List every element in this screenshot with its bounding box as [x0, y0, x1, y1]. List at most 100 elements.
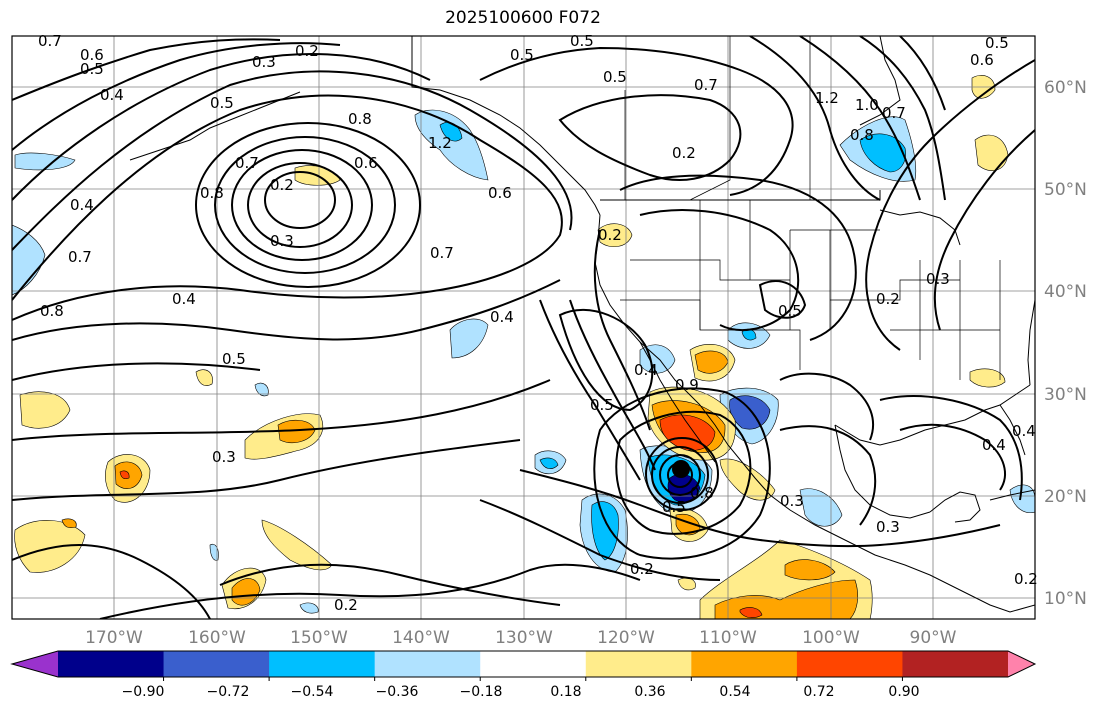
- shade-blue: [591, 501, 619, 561]
- contour-line: [195, 122, 421, 288]
- contour-line: [799, 36, 921, 201]
- contour-line: [593, 387, 771, 560]
- contour-label: 0.7: [235, 154, 259, 172]
- contour-label: 1.0: [855, 96, 879, 114]
- great-lakes: [879, 209, 961, 246]
- colorbar-segment: [796, 651, 903, 677]
- colorbar-segment: [58, 651, 165, 677]
- contour-label: 0.4: [490, 308, 514, 326]
- contour-line: [479, 46, 794, 196]
- colorbar-segment: [480, 651, 587, 677]
- cuba: [989, 489, 1035, 501]
- longitude-label: 120°W: [597, 628, 655, 648]
- contour-line: [558, 94, 742, 181]
- contour-line: [558, 308, 654, 412]
- contour-line: [12, 52, 431, 201]
- latitude-label: 10°N: [1044, 589, 1087, 609]
- contour-label: 0.5: [80, 60, 104, 78]
- contour-label: 0.3: [780, 492, 804, 510]
- contour-line: [12, 42, 341, 151]
- contour-label: 0.6: [488, 184, 512, 202]
- contour-label: 0.4: [70, 196, 94, 214]
- contour-label: 0.5: [603, 68, 627, 86]
- contour-line: [615, 410, 752, 535]
- shade-yellow: [19, 391, 71, 429]
- shade-yellow: [195, 369, 213, 386]
- latitude-label: 50°N: [1044, 180, 1087, 200]
- contour-label: 0.2: [672, 144, 696, 162]
- graticule: [12, 36, 1035, 619]
- contour-line: [645, 437, 719, 511]
- mexico-west-coast: [699, 404, 1035, 613]
- latitude-label: 30°N: [1044, 385, 1087, 405]
- colorbar-labels: −0.90 −0.72 −0.54 −0.36 −0.18 0.18 0.36 …: [122, 684, 920, 700]
- contour-line: [12, 362, 261, 381]
- colorbar-tick-label: −0.90: [122, 684, 165, 700]
- colorbar-segments: [12, 651, 1035, 677]
- shade-blue: [859, 133, 906, 173]
- latitude-label: 40°N: [1044, 282, 1087, 302]
- contour-label: 0.8: [200, 184, 224, 202]
- longitude-label: 90°W: [910, 628, 957, 648]
- colorbar-tick-label: 0.54: [719, 684, 750, 700]
- contour-label-layer: 0.7 0.6 0.5 0.3 0.2 0.4 0.5 0.5 0.5 0.6 …: [38, 32, 1038, 614]
- colorbar-tick-label: 0.36: [634, 684, 665, 700]
- shade-lightblue: [209, 543, 219, 561]
- hudson-bay: [859, 36, 901, 126]
- colorbar-tick-label: 0.90: [888, 684, 919, 700]
- east-coast: [1027, 299, 1035, 386]
- contour-label: 0.4: [100, 86, 124, 104]
- contour-line: [879, 395, 1023, 501]
- contour-line: [219, 563, 561, 606]
- contour-label: 0.2: [630, 560, 654, 578]
- contour-label: 0.6: [80, 46, 104, 64]
- map-title: 2025100600 F072: [445, 8, 601, 28]
- contour-label: 0.5: [570, 32, 594, 50]
- contour-line: [569, 299, 656, 471]
- contour-line: [651, 446, 709, 504]
- contour-label: 0.3: [270, 232, 294, 250]
- colorbar-extend-high: [1008, 651, 1035, 677]
- shade-red: [119, 470, 130, 480]
- contour-line: [247, 162, 353, 248]
- shade-yellow: [969, 368, 1006, 388]
- contour-line: [859, 36, 946, 201]
- contour-label: 0.5: [222, 350, 246, 368]
- contour-label: 0.5: [210, 94, 234, 112]
- shade-orange: [784, 559, 836, 581]
- contour-line: [12, 94, 563, 321]
- contour-line: [12, 38, 281, 101]
- contour-label: 0.2: [876, 290, 900, 308]
- contour-line: [12, 279, 561, 341]
- alaska-coast: [411, 36, 601, 216]
- shade-red: [739, 607, 763, 618]
- contour-label: 0.2: [1014, 570, 1038, 588]
- contour-line: [12, 544, 211, 619]
- longitude-labels: 170°W 160°W 150°W 140°W 130°W 120°W 110°…: [85, 628, 957, 648]
- longitude-label: 160°W: [188, 628, 246, 648]
- contour-label: 0.3: [926, 270, 950, 288]
- state-borders: [620, 36, 1001, 380]
- contour-label: 0.8: [690, 484, 714, 502]
- contour-line: [12, 70, 573, 251]
- yucatan: [929, 491, 981, 523]
- contour-line: [479, 499, 721, 581]
- longitude-label: 130°W: [495, 628, 553, 648]
- contour-label: 0.8: [40, 302, 64, 320]
- contour-label: 0.3: [212, 448, 236, 466]
- shade-lightblue: [414, 109, 489, 181]
- contour-label: 0.4: [982, 436, 1006, 454]
- colorbar-extend-low: [12, 651, 58, 677]
- colorbar-segment: [691, 651, 798, 677]
- storm-center-marker: [672, 460, 690, 478]
- colorbar-tick-label: 0.18: [550, 684, 581, 700]
- shade-red: [659, 414, 716, 451]
- contour-label: 0.5: [510, 46, 534, 64]
- contours: [12, 36, 1035, 619]
- shade-yellow: [719, 458, 776, 501]
- contour-label: 0.5: [662, 498, 686, 516]
- contour-line: [264, 171, 336, 229]
- latitude-label: 60°N: [1044, 78, 1087, 98]
- contour-label: 0.4: [1012, 422, 1036, 440]
